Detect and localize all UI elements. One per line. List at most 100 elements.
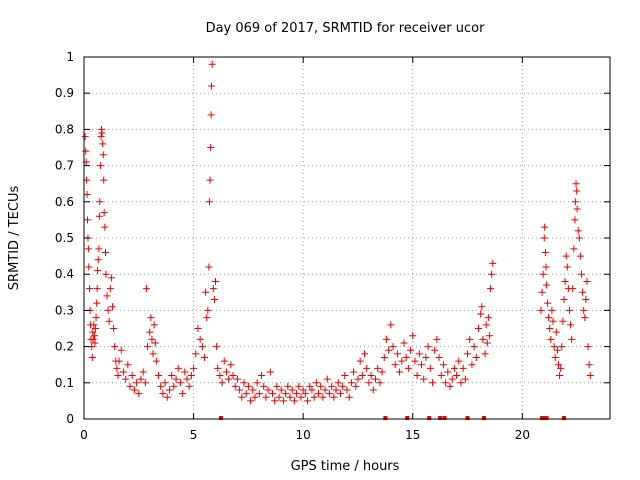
data-point [279, 397, 287, 405]
data-point [181, 368, 189, 376]
data-point [367, 372, 375, 380]
data-point [85, 285, 93, 293]
data-point [240, 379, 248, 387]
data-point [205, 263, 213, 271]
data-point [485, 332, 493, 340]
data-point [552, 328, 560, 336]
data-point [216, 372, 224, 380]
data-point [108, 303, 116, 311]
data-point [273, 382, 281, 390]
data-point [150, 321, 158, 329]
data-point [551, 353, 559, 361]
data-point [85, 263, 93, 271]
chart-title: Day 069 of 2017, SRMTID for receiver uco… [206, 21, 486, 36]
data-point [330, 393, 338, 401]
data-point [157, 382, 165, 390]
data-point [579, 288, 587, 296]
zero-value-mark [561, 416, 566, 420]
data-point [393, 350, 401, 358]
data-point [113, 364, 121, 372]
data-point [81, 133, 89, 141]
data-point [580, 306, 588, 314]
data-point [433, 335, 441, 343]
data-point [208, 60, 216, 68]
data-point [540, 234, 548, 242]
data-point [358, 372, 366, 380]
data-point [317, 382, 325, 390]
data-point [391, 361, 399, 369]
data-point [400, 339, 408, 347]
data-point [422, 353, 430, 361]
data-point [560, 296, 568, 304]
data-point [415, 350, 423, 358]
data-point [446, 382, 454, 390]
data-point [557, 364, 565, 372]
data-point [286, 393, 294, 401]
data-point [161, 379, 169, 387]
data-point [380, 353, 388, 361]
data-point [137, 375, 145, 383]
data-point [304, 397, 312, 405]
data-point [323, 375, 331, 383]
data-point [101, 248, 109, 256]
data-point [407, 346, 415, 354]
data-point [253, 379, 261, 387]
data-point [435, 353, 443, 361]
data-point [144, 343, 152, 351]
data-point [376, 379, 384, 387]
data-point [426, 364, 434, 372]
data-point [464, 350, 472, 358]
data-point [266, 368, 274, 376]
data-point [468, 361, 476, 369]
data-point [202, 288, 210, 296]
data-point [293, 390, 301, 398]
data-point [271, 397, 279, 405]
data-point [102, 270, 110, 278]
data-point [352, 382, 360, 390]
data-point [484, 314, 492, 322]
data-point [95, 212, 103, 220]
data-point [183, 375, 191, 383]
data-point [288, 386, 296, 394]
data-point [218, 379, 226, 387]
zero-value-mark [540, 416, 545, 420]
data-point [98, 129, 106, 137]
data-point [542, 263, 550, 271]
data-point [255, 390, 263, 398]
data-point [339, 382, 347, 390]
data-point [93, 285, 101, 293]
data-point [100, 176, 108, 184]
data-point [249, 386, 257, 394]
data-point [115, 357, 123, 365]
y-tick-label: 0.1 [55, 376, 74, 390]
data-point [568, 335, 576, 343]
data-point [117, 346, 125, 354]
data-point [546, 325, 554, 332]
data-point [371, 375, 379, 383]
data-point [424, 343, 432, 351]
data-point [583, 277, 591, 285]
y-axis-title: SRMTID / TECUs [7, 186, 22, 291]
zero-value-mark [481, 416, 486, 420]
data-point [479, 335, 487, 343]
data-point [409, 332, 417, 340]
data-point [233, 375, 241, 383]
data-point [122, 375, 130, 383]
data-point [466, 335, 474, 343]
data-point [141, 379, 149, 387]
data-point [147, 314, 155, 322]
data-point [581, 314, 589, 322]
data-point [198, 343, 206, 351]
data-point [152, 357, 160, 365]
y-tick-label: 0.5 [55, 231, 74, 245]
data-point [148, 335, 156, 343]
data-point [457, 379, 465, 387]
data-point [556, 372, 564, 380]
data-point [82, 147, 90, 155]
x-tick-label: 0 [80, 428, 88, 442]
data-point [114, 372, 122, 380]
data-point [205, 198, 213, 206]
data-point [89, 328, 97, 336]
data-point [89, 335, 97, 343]
data-point [450, 364, 458, 372]
